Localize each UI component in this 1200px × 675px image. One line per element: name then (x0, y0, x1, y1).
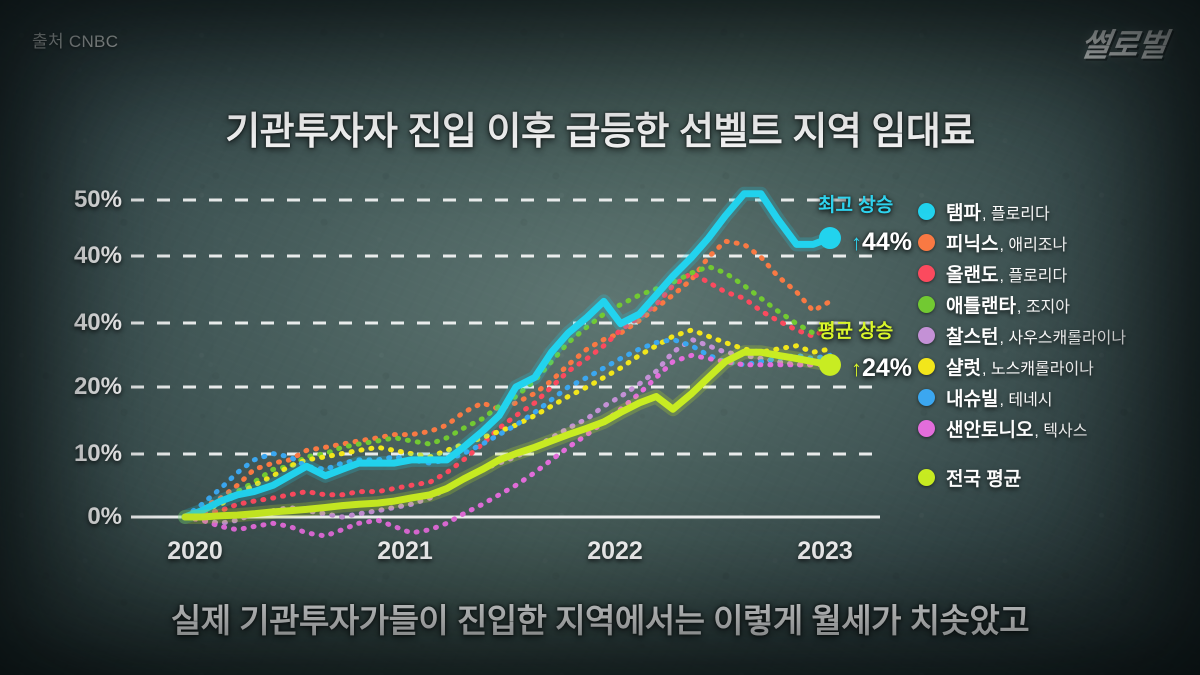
series-line (182, 327, 833, 520)
legend-item-national-average[interactable]: 전국 평균 (918, 462, 1196, 493)
legend-item-7[interactable]: 샌안토니오, 텍사스 (918, 413, 1196, 444)
x-axis-tick-label: 2022 (587, 537, 643, 565)
series-line (181, 190, 834, 521)
source-label: 출처 CNBC (32, 32, 119, 51)
y-axis-tick-label: 40% (73, 242, 122, 269)
legend-color-dot-icon (918, 234, 935, 251)
legend-state-label: , 애리조나 (999, 236, 1068, 254)
annotation-arrow-icon: ↑ (851, 230, 862, 255)
series-endpoint-marker (819, 227, 841, 250)
legend-color-dot-icon (918, 420, 935, 437)
legend-color-dot-icon (918, 327, 935, 344)
legend-item-3[interactable]: 애틀랜타, 조지아 (918, 289, 1196, 320)
page-title: 기관투자자 진입 이후 급등한 선벨트 지역 임대료 (225, 111, 975, 153)
caption-subtitle: 실제 기관투자가들이 진입한 지역에서는 이렇게 월세가 치솟았고 (170, 602, 1030, 639)
chart-annotation-avg: 평균 상승 ↑24% (818, 316, 912, 383)
legend-item-0[interactable]: 탬파, 플로리다 (918, 196, 1196, 227)
x-axis-tick-label: 2023 (797, 537, 853, 565)
y-axis: 50% 40% 40% 20% 10% 0% (0, 0, 122, 675)
legend-item-2[interactable]: 올랜도, 플로리다 (918, 258, 1196, 289)
legend-state-label: , 사우스캐롤라이나 (999, 329, 1127, 347)
legend-color-dot-icon (918, 203, 935, 220)
legend-item-1[interactable]: 피닉스, 애리조나 (918, 227, 1196, 258)
legend-item-4[interactable]: 찰스턴, 사우스캐롤라이나 (918, 320, 1196, 351)
legend-item-5[interactable]: 샬럿, 노스캐롤라이나 (918, 351, 1196, 382)
legend-item-6[interactable]: 내슈빌, 테네시 (918, 382, 1196, 413)
legend-city-label: 찰스턴 (946, 327, 999, 348)
legend-spacer (918, 444, 1196, 462)
series-line (182, 270, 833, 520)
legend-color-dot-icon (918, 265, 935, 282)
legend-state-label: , 플로리다 (999, 267, 1068, 285)
x-axis-tick-label: 2020 (167, 537, 223, 565)
legend-state-label: , 노스캐롤라이나 (981, 360, 1094, 378)
y-axis-tick-label: 10% (73, 440, 122, 467)
y-axis-tick-label: 40% (73, 309, 122, 336)
y-axis-tick-label: 0% (87, 503, 122, 530)
legend-color-dot-icon (918, 389, 935, 406)
legend-color-dot-icon (918, 469, 935, 486)
x-axis-tick-label: 2021 (377, 537, 433, 565)
annotation-arrow-icon: ↑ (851, 356, 862, 381)
chart-legend: 탬파, 플로리다 피닉스, 애리조나 올랜도, 플로리다 애틀랜타, 조지아 찰스턴, … (918, 196, 1196, 493)
annotation-value: 44% (862, 228, 913, 256)
legend-color-dot-icon (918, 296, 935, 313)
legend-state-label: , 조지아 (1016, 298, 1070, 316)
legend-state-label: , 플로리다 (981, 205, 1050, 223)
legend-city-label: 전국 평균 (946, 469, 1022, 490)
legend-city-label: 내슈빌 (946, 389, 999, 410)
annotation-value: 24% (862, 354, 913, 382)
legend-state-label: , 테네시 (999, 391, 1053, 409)
legend-color-dot-icon (918, 358, 935, 375)
y-axis-tick-label: 50% (73, 186, 122, 213)
legend-city-label: 탬파 (946, 203, 981, 224)
legend-city-label: 피닉스 (946, 234, 999, 255)
annotation-label: 평균 상승 (818, 321, 894, 342)
chart-annotation-top: 최고 상승 ↑44% (818, 190, 912, 257)
legend-state-label: , 텍사스 (1034, 422, 1088, 440)
series-line (181, 348, 834, 521)
y-axis-tick-label: 20% (73, 373, 122, 400)
legend-city-label: 올랜도 (946, 265, 999, 286)
legend-city-label: 애틀랜타 (946, 296, 1016, 317)
legend-city-label: 샬럿 (946, 358, 981, 379)
series-endpoint-marker (819, 353, 841, 376)
legend-city-label: 샌안토니오 (946, 420, 1034, 441)
annotation-label: 최고 상승 (818, 195, 894, 216)
